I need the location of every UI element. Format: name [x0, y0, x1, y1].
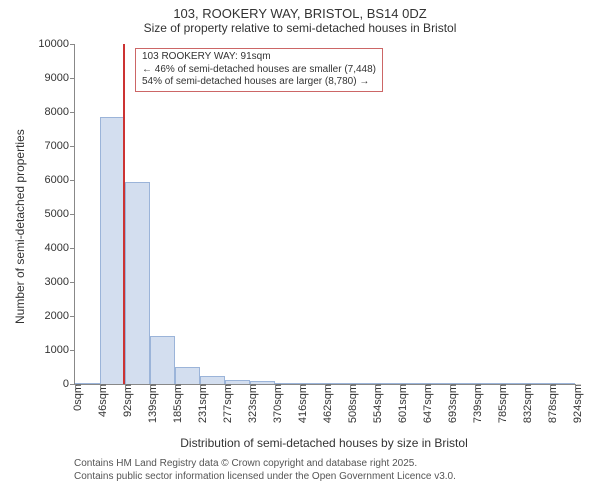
annotation-box: 103 ROOKERY WAY: 91sqm ← 46% of semi-det… [135, 48, 383, 92]
x-tick-mark [550, 384, 551, 389]
x-tick-mark [475, 384, 476, 389]
x-tick-mark [100, 384, 101, 389]
x-tick-mark [300, 384, 301, 389]
x-tick-mark [275, 384, 276, 389]
x-tick-mark [175, 384, 176, 389]
y-tick-mark [70, 316, 75, 317]
x-tick-label: 139sqm [141, 384, 159, 423]
y-tick-mark [70, 146, 75, 147]
y-tick-mark [70, 248, 75, 249]
x-tick-label: 370sqm [266, 384, 284, 423]
histogram-bar [125, 182, 150, 384]
y-tick-mark [70, 78, 75, 79]
x-tick-mark [525, 384, 526, 389]
chart-subtitle: Size of property relative to semi-detach… [0, 21, 600, 39]
y-tick-mark [70, 214, 75, 215]
x-tick-label: 231sqm [191, 384, 209, 423]
footer-line-2: Contains public sector information licen… [74, 471, 456, 482]
x-tick-mark [225, 384, 226, 389]
chart-container: 103, ROOKERY WAY, BRISTOL, BS14 0DZ Size… [0, 0, 600, 500]
x-axis-title: Distribution of semi-detached houses by … [74, 436, 574, 450]
annotation-line-3: 54% of semi-detached houses are larger (… [142, 76, 376, 89]
plot-area: 103 ROOKERY WAY: 91sqm ← 46% of semi-det… [74, 44, 575, 385]
y-tick-mark [70, 350, 75, 351]
x-tick-mark [125, 384, 126, 389]
x-tick-label: 185sqm [166, 384, 184, 423]
x-tick-label: 277sqm [216, 384, 234, 423]
x-tick-label: 924sqm [566, 384, 584, 423]
y-tick-mark [70, 44, 75, 45]
histogram-bar [150, 336, 175, 384]
annotation-line-2: ← 46% of semi-detached houses are smalle… [142, 64, 376, 77]
y-axis-title: Number of semi-detached properties [13, 129, 27, 324]
x-tick-label: 508sqm [341, 384, 359, 423]
property-marker-line [123, 44, 125, 384]
x-tick-label: 554sqm [366, 384, 384, 423]
x-tick-mark [375, 384, 376, 389]
x-tick-label: 647sqm [416, 384, 434, 423]
x-tick-mark [450, 384, 451, 389]
x-tick-mark [200, 384, 201, 389]
histogram-bar [175, 367, 200, 384]
x-tick-label: 323sqm [241, 384, 259, 423]
x-tick-mark [350, 384, 351, 389]
histogram-bar [200, 376, 225, 385]
x-tick-label: 416sqm [291, 384, 309, 423]
x-tick-mark [500, 384, 501, 389]
chart-title: 103, ROOKERY WAY, BRISTOL, BS14 0DZ [0, 0, 600, 21]
x-tick-label: 693sqm [441, 384, 459, 423]
annotation-line-1: 103 ROOKERY WAY: 91sqm [142, 51, 376, 64]
y-tick-mark [70, 180, 75, 181]
y-tick-mark [70, 282, 75, 283]
x-tick-label: 601sqm [391, 384, 409, 423]
x-tick-mark [150, 384, 151, 389]
x-tick-label: 878sqm [541, 384, 559, 423]
x-tick-mark [400, 384, 401, 389]
footer-line-1: Contains HM Land Registry data © Crown c… [74, 458, 417, 469]
x-tick-label: 785sqm [491, 384, 509, 423]
x-tick-mark [75, 384, 76, 389]
histogram-bar [100, 117, 125, 384]
y-tick-mark [70, 112, 75, 113]
x-tick-mark [325, 384, 326, 389]
x-tick-mark [575, 384, 576, 389]
x-tick-mark [250, 384, 251, 389]
x-tick-label: 832sqm [516, 384, 534, 423]
x-tick-label: 462sqm [316, 384, 334, 423]
x-tick-mark [425, 384, 426, 389]
x-tick-label: 739sqm [466, 384, 484, 423]
